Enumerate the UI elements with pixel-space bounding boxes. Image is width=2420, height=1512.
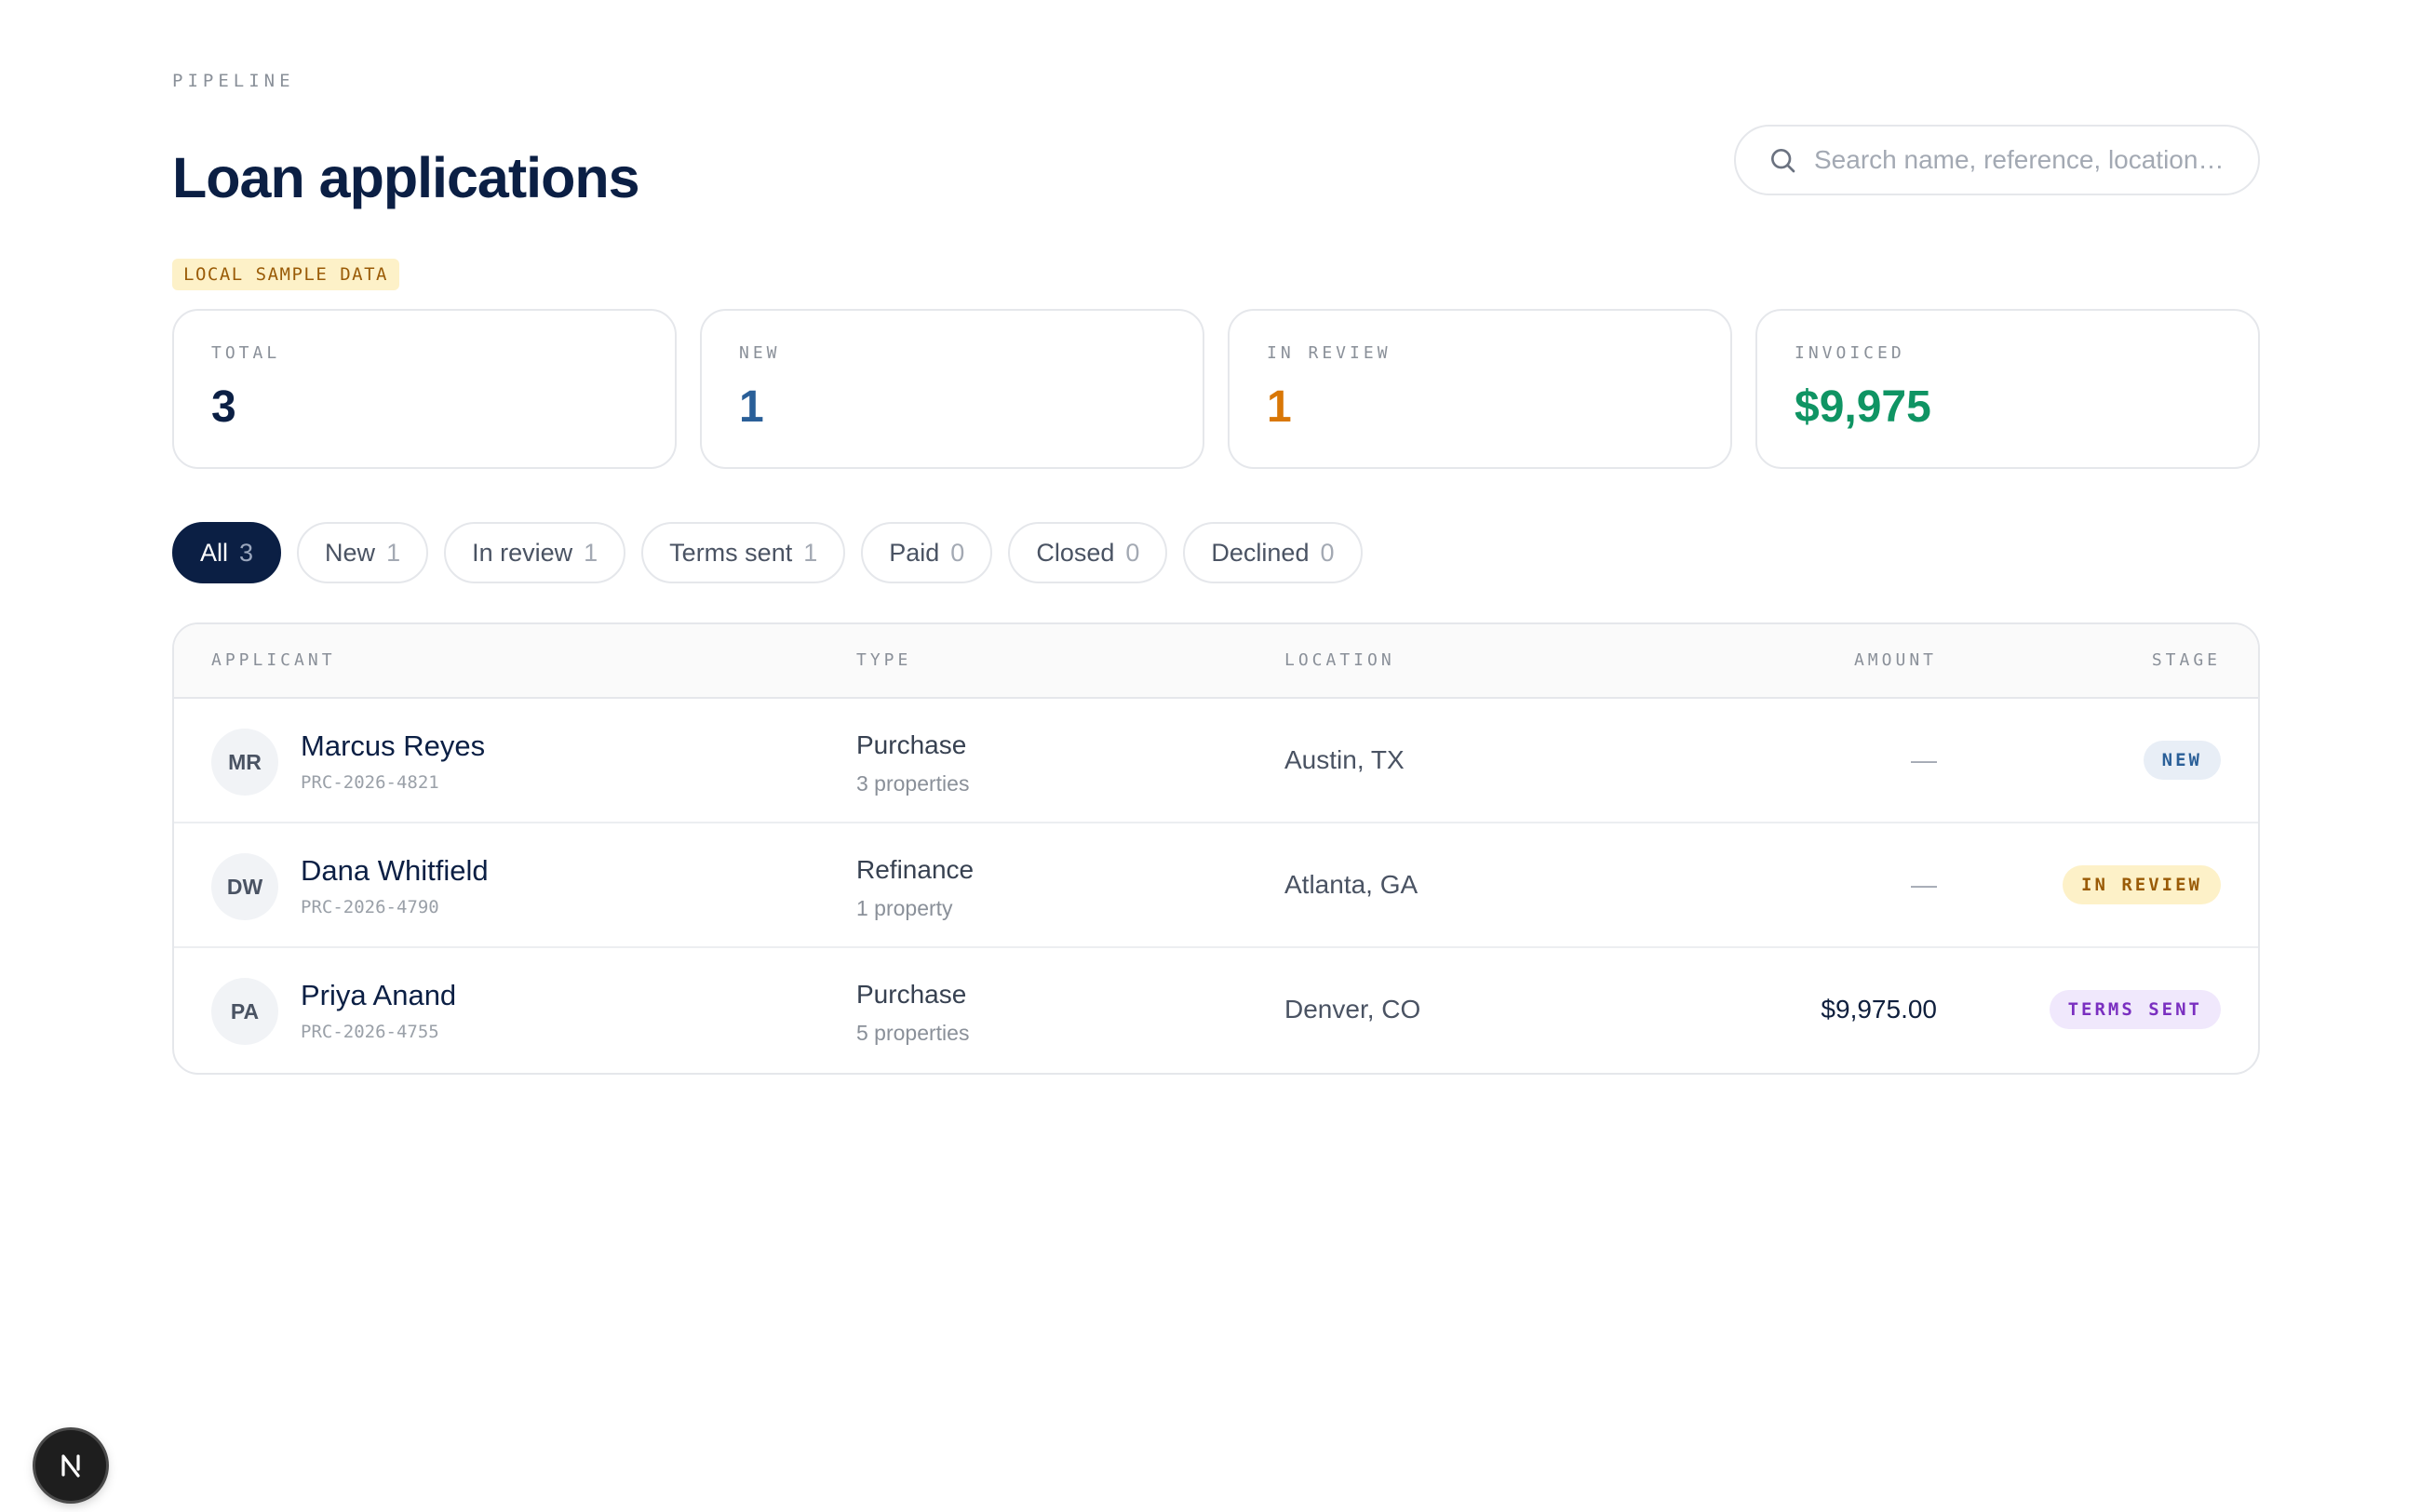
stat-value: 1	[739, 382, 764, 432]
applicant-name[interactable]: Marcus Reyes	[301, 729, 486, 762]
filter-chips: All 3 New 1 In review 1 Terms sent 1 Pai…	[172, 522, 1363, 583]
stage-badge: NEW	[2143, 741, 2221, 780]
avatar: MR	[211, 729, 278, 796]
search-input[interactable]	[1812, 144, 2244, 176]
page-eyebrow: PIPELINE	[172, 71, 295, 91]
filter-chip-count: 1	[386, 538, 401, 567]
filter-chip-label: Declined	[1211, 538, 1310, 567]
stat-label: TOTAL	[211, 343, 281, 363]
amount: $9,975.00	[1821, 995, 1937, 1024]
stat-value: $9,975	[1795, 382, 1931, 432]
applications-table: APPLICANT TYPE LOCATION AMOUNT STAGE MR …	[172, 622, 2260, 1075]
location: Austin, TX	[1284, 745, 1405, 774]
stat-label: NEW	[739, 343, 781, 363]
avatar: DW	[211, 853, 278, 920]
stat-card-new: NEW 1	[700, 309, 1204, 469]
stat-card-in-review: IN REVIEW 1	[1228, 309, 1732, 469]
filter-chip-terms-sent[interactable]: Terms sent 1	[641, 522, 846, 583]
applicant-reference: PRC-2026-4755	[301, 1022, 439, 1042]
amount: —	[1911, 745, 1937, 774]
filter-chip-count: 1	[584, 538, 598, 567]
filter-chip-label: In review	[472, 538, 573, 567]
filter-chip-count: 0	[1320, 538, 1335, 567]
stat-card-invoiced: INVOICED $9,975	[1755, 309, 2260, 469]
filter-chip-all[interactable]: All 3	[172, 522, 282, 583]
loan-type: Purchase	[856, 730, 967, 759]
filter-chip-closed[interactable]: Closed 0	[1008, 522, 1168, 583]
table-row[interactable]: MR Marcus Reyes PRC-2026-4821 Purchase 3…	[174, 699, 2258, 823]
loan-type: Purchase	[856, 980, 967, 1009]
property-count: 5 properties	[856, 1021, 970, 1045]
filter-chip-count: 0	[950, 538, 965, 567]
stage-badge: TERMS SENT	[2049, 990, 2221, 1029]
filter-chip-declined[interactable]: Declined 0	[1183, 522, 1363, 583]
amount: —	[1911, 870, 1937, 899]
avatar: PA	[211, 978, 278, 1045]
table-header: APPLICANT TYPE LOCATION AMOUNT STAGE	[174, 624, 2258, 699]
stat-value: 1	[1267, 382, 1292, 432]
filter-chip-count: 1	[803, 538, 818, 567]
filter-chip-label: Paid	[889, 538, 940, 567]
search-box[interactable]	[1734, 125, 2260, 195]
column-header-stage[interactable]: STAGE	[2151, 650, 2221, 670]
location: Atlanta, GA	[1284, 870, 1418, 899]
column-header-applicant[interactable]: APPLICANT	[211, 650, 336, 670]
property-count: 3 properties	[856, 771, 970, 796]
filter-chip-label: Closed	[1036, 538, 1115, 567]
sample-data-badge: LOCAL SAMPLE DATA	[172, 259, 399, 290]
stat-value: 3	[211, 382, 236, 432]
column-header-type[interactable]: TYPE	[856, 650, 912, 670]
applicant-reference: PRC-2026-4790	[301, 897, 439, 917]
filter-chip-label: All	[200, 538, 229, 567]
filter-chip-count: 0	[1125, 538, 1140, 567]
search-icon	[1771, 149, 1795, 173]
loan-type: Refinance	[856, 855, 975, 884]
filter-chip-count: 3	[239, 538, 254, 567]
column-header-amount[interactable]: AMOUNT	[1853, 650, 1937, 670]
property-count: 1 property	[856, 896, 953, 920]
stat-label: IN REVIEW	[1267, 343, 1392, 363]
stat-label: INVOICED	[1795, 343, 1905, 363]
applicant-name[interactable]: Dana Whitfield	[301, 854, 489, 887]
filter-chip-label: Terms sent	[669, 538, 793, 567]
main-content: PIPELINE Loan applications LOCAL SAMPLE …	[172, 67, 2260, 1075]
location: Denver, CO	[1284, 995, 1421, 1024]
stage-badge: IN REVIEW	[2063, 865, 2221, 904]
filter-chip-label: New	[325, 538, 376, 567]
applicant-name[interactable]: Priya Anand	[301, 979, 457, 1011]
filter-chip-in-review[interactable]: In review 1	[444, 522, 626, 583]
filter-chip-new[interactable]: New 1	[297, 522, 429, 583]
table-row[interactable]: PA Priya Anand PRC-2026-4755 Purchase 5 …	[174, 948, 2258, 1073]
stat-card-total: TOTAL 3	[172, 309, 677, 469]
nextjs-logo-icon	[61, 1454, 80, 1478]
stats-row: TOTAL 3 NEW 1 IN REVIEW 1 INVOICED $9,97…	[172, 309, 2260, 469]
column-header-location[interactable]: LOCATION	[1284, 650, 1395, 670]
filter-chip-paid[interactable]: Paid 0	[861, 522, 993, 583]
table-row[interactable]: DW Dana Whitfield PRC-2026-4790 Refinanc…	[174, 823, 2258, 948]
nextjs-dev-badge[interactable]	[35, 1430, 106, 1501]
page-title: Loan applications	[172, 146, 640, 209]
applicant-reference: PRC-2026-4821	[301, 772, 439, 793]
